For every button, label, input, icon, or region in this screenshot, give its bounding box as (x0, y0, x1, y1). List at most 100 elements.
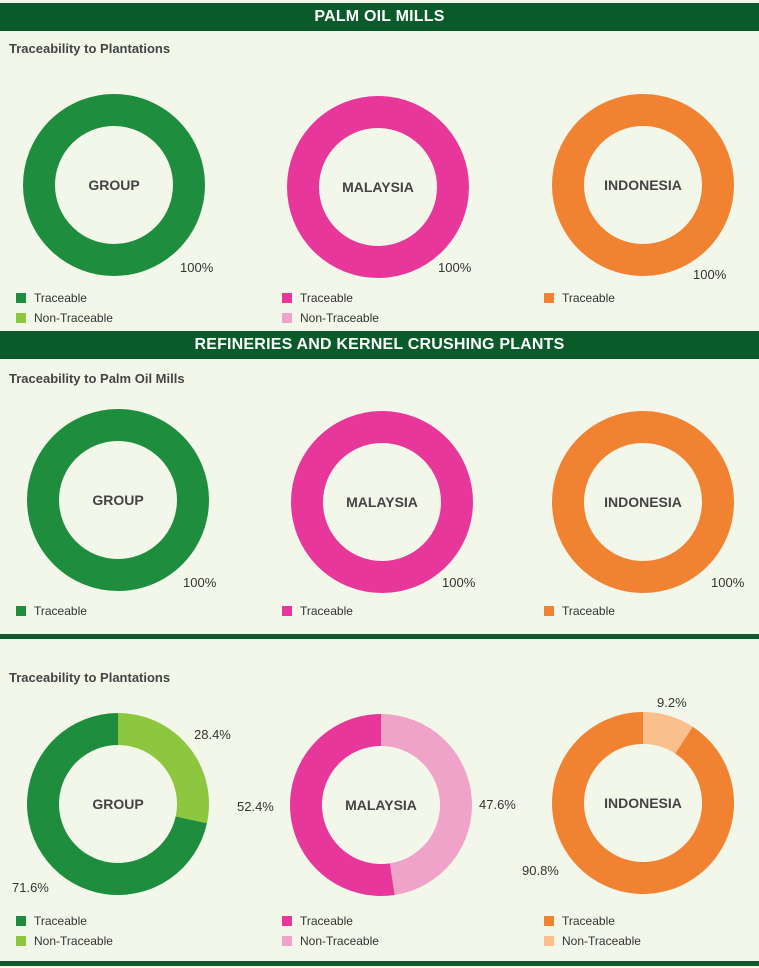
legend-swatch (282, 293, 292, 303)
legend-label: Non-Traceable (300, 311, 379, 325)
donut-chart-refineries-mills-malaysia: MALAYSIA (291, 411, 473, 593)
legend-label: Non-Traceable (562, 934, 641, 948)
legend-item-non-traceable: Non-Traceable (544, 931, 641, 951)
donut-slice-non-traceable (118, 713, 209, 824)
donut-center-label: MALAYSIA (345, 797, 417, 813)
donut-slice-non-traceable (643, 712, 693, 754)
data-label-plantations-malaysia-non-traceable: 47.6% (479, 797, 516, 812)
legend-item-traceable: Traceable (282, 288, 379, 308)
legend-swatch (282, 936, 292, 946)
donut-chart-refineries-mills-group: GROUP (27, 409, 209, 591)
data-label-mills-indonesia-traceable: 100% (693, 267, 727, 282)
section-divider (0, 634, 759, 639)
subtitle-refineries-to-mills: Traceability to Palm Oil Mills (9, 371, 185, 386)
data-label-refineries-mills-malaysia-traceable: 100% (442, 575, 476, 590)
legend-swatch (544, 606, 554, 616)
donut-center-label: MALAYSIA (346, 494, 418, 510)
legend-label: Traceable (562, 604, 615, 618)
donut-slice-traceable (287, 96, 469, 278)
legend-item-traceable: Traceable (16, 601, 87, 621)
data-label-plantations-indonesia-traceable: 90.8% (522, 863, 559, 878)
legend-label: Non-Traceable (300, 934, 379, 948)
legend-swatch (282, 916, 292, 926)
legend-plantations-indonesia: Traceable Non-Traceable (544, 911, 641, 951)
donut-center-label: MALAYSIA (342, 179, 414, 195)
legend-label: Traceable (34, 604, 87, 618)
legend-item-traceable: Traceable (16, 911, 113, 931)
legend-swatch (16, 916, 26, 926)
legend-label: Non-Traceable (34, 934, 113, 948)
legend-refineries-mills-malaysia: Traceable (282, 601, 353, 621)
legend-swatch (16, 606, 26, 616)
data-label-refineries-mills-indonesia-traceable: 100% (711, 575, 745, 590)
legend-mills-indonesia: Traceable (544, 288, 615, 308)
legend-item-traceable: Traceable (544, 601, 615, 621)
donut-slice-traceable (27, 713, 207, 895)
legend-plantations-group: Traceable Non-Traceable (16, 911, 113, 951)
legend-refineries-mills-indonesia: Traceable (544, 601, 615, 621)
donut-chart-mills-group: GROUP (23, 94, 205, 276)
donut-chart-refineries-plantations-malaysia: MALAYSIA (290, 714, 473, 896)
donut-chart-mills-malaysia: MALAYSIA (287, 96, 469, 278)
data-label-plantations-group-traceable: 71.6% (12, 880, 49, 895)
donut-center-label: GROUP (88, 177, 139, 193)
data-label-refineries-mills-group-traceable: 100% (183, 575, 217, 590)
donut-slice-traceable (23, 94, 205, 276)
donut-chart-refineries-mills-indonesia: INDONESIA (552, 411, 734, 593)
donut-slice-traceable (552, 94, 734, 276)
legend-item-non-traceable: Non-Traceable (282, 931, 379, 951)
legend-item-non-traceable: Non-Traceable (16, 308, 113, 328)
legend-swatch (282, 606, 292, 616)
donut-slice-non-traceable (381, 714, 473, 895)
donut-slice-traceable (552, 411, 734, 593)
donut-center-label: GROUP (92, 796, 143, 812)
donut-chart-mills-indonesia: INDONESIA (552, 94, 734, 276)
legend-item-non-traceable: Non-Traceable (16, 931, 113, 951)
legend-label: Traceable (34, 914, 87, 928)
donut-center-label: INDONESIA (604, 177, 682, 193)
legend-item-traceable: Traceable (282, 601, 353, 621)
legend-item-traceable: Traceable (16, 288, 113, 308)
legend-swatch (544, 936, 554, 946)
legend-refineries-mills-group: Traceable (16, 601, 87, 621)
legend-label: Traceable (300, 604, 353, 618)
data-label-mills-malaysia-traceable: 100% (438, 260, 472, 275)
section-banner-palm-oil-mills: PALM OIL MILLS (0, 3, 759, 31)
legend-swatch (16, 293, 26, 303)
legend-plantations-malaysia: Traceable Non-Traceable (282, 911, 379, 951)
data-label-mills-group-traceable: 100% (180, 260, 214, 275)
legend-swatch (544, 916, 554, 926)
legend-label: Non-Traceable (34, 311, 113, 325)
legend-swatch (282, 313, 292, 323)
data-label-plantations-indonesia-non-traceable: 9.2% (657, 695, 687, 710)
donut-center-label: INDONESIA (604, 795, 682, 811)
bottom-divider (0, 961, 759, 966)
subtitle-refineries-to-plantations: Traceability to Plantations (9, 670, 171, 685)
donut-chart-refineries-plantations-group: GROUP (27, 713, 209, 895)
legend-swatch (16, 936, 26, 946)
donut-slice-traceable (291, 411, 473, 593)
data-label-plantations-group-non-traceable: 28.4% (194, 727, 231, 742)
section-banner-refineries: REFINERIES AND KERNEL CRUSHING PLANTS (0, 331, 759, 359)
subtitle-mills-to-plantations: Traceability to Plantations (9, 41, 171, 56)
legend-mills-group: Traceable Non-Traceable (16, 288, 113, 328)
legend-label: Traceable (562, 291, 615, 305)
donut-chart-refineries-plantations-indonesia: INDONESIA (552, 712, 734, 894)
legend-swatch (16, 313, 26, 323)
donut-slice-traceable (290, 714, 395, 896)
donut-center-label: INDONESIA (604, 494, 682, 510)
legend-item-traceable: Traceable (544, 911, 641, 931)
legend-label: Traceable (300, 291, 353, 305)
legend-item-non-traceable: Non-Traceable (282, 308, 379, 328)
donut-slice-traceable (27, 409, 209, 591)
legend-item-traceable: Traceable (282, 911, 379, 931)
donut-slice-traceable (552, 712, 734, 894)
donut-center-label: GROUP (92, 492, 143, 508)
legend-label: Traceable (34, 291, 87, 305)
legend-label: Traceable (300, 914, 353, 928)
legend-swatch (544, 293, 554, 303)
legend-label: Traceable (562, 914, 615, 928)
legend-mills-malaysia: Traceable Non-Traceable (282, 288, 379, 328)
legend-item-traceable: Traceable (544, 288, 615, 308)
data-label-plantations-malaysia-traceable: 52.4% (237, 799, 274, 814)
